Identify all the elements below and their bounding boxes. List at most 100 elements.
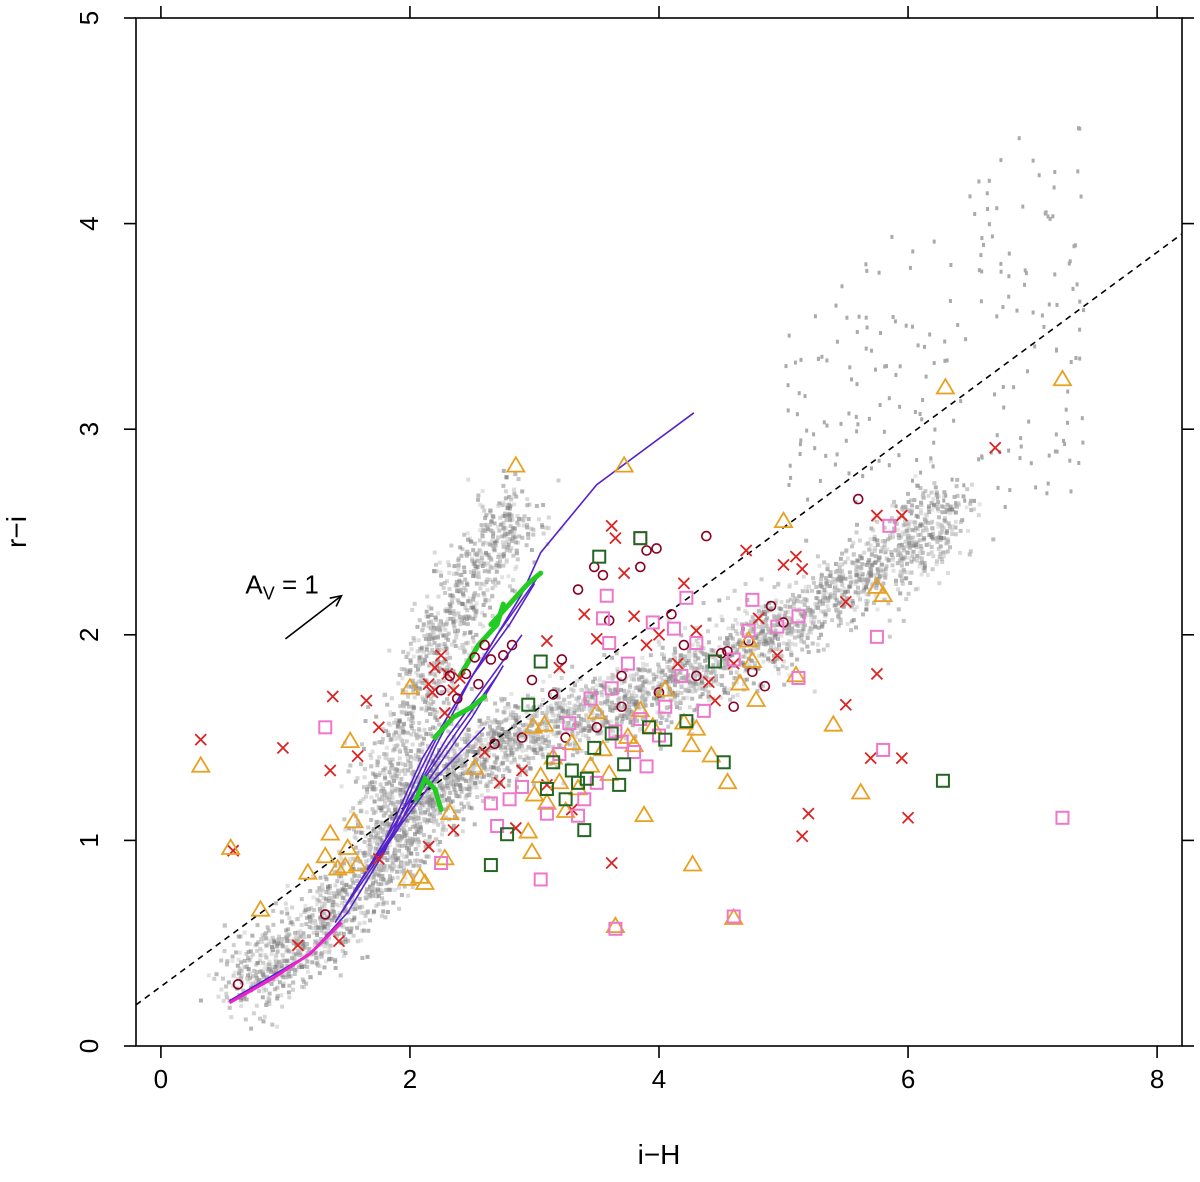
density-cell [409, 647, 414, 652]
density-cell [419, 858, 423, 863]
density-cell [864, 562, 869, 567]
density-cell [812, 620, 817, 625]
density-cell [658, 746, 663, 751]
density-cell [825, 584, 830, 589]
density-cell [216, 994, 221, 999]
density-cell [264, 1000, 269, 1005]
density-cell [838, 621, 843, 626]
density-cell [419, 829, 424, 833]
density-cell [387, 824, 392, 829]
density-cell [656, 639, 661, 644]
density-cell [338, 892, 343, 897]
density-cell [352, 827, 356, 832]
density-cell [355, 925, 360, 930]
density-cell [749, 625, 754, 630]
density-cell [675, 693, 680, 698]
density-cell [618, 687, 623, 692]
density-cell [479, 754, 484, 759]
density-cell [352, 915, 357, 920]
density-cell [718, 636, 722, 641]
density-cell [619, 720, 624, 725]
density-cell [484, 720, 489, 725]
density-cell [434, 803, 439, 808]
density-cell [507, 517, 512, 522]
density-cell [479, 721, 484, 726]
density-cell [905, 536, 910, 541]
density-cell [494, 756, 499, 761]
density-cell [777, 647, 781, 652]
density-cell-sparse [1019, 436, 1023, 441]
density-cell [460, 776, 465, 781]
density-cell [513, 567, 518, 571]
density-cell [400, 768, 405, 773]
density-cell [823, 609, 828, 614]
density-cell [505, 503, 510, 508]
density-cell [683, 654, 688, 659]
density-cell [484, 743, 489, 748]
density-cell [904, 520, 909, 525]
density-cell [717, 645, 722, 649]
density-cell [929, 490, 934, 495]
density-cell [886, 601, 891, 606]
density-cell [373, 846, 378, 851]
density-cell [892, 526, 897, 531]
density-cell [921, 537, 926, 542]
density-cell [344, 918, 349, 923]
density-cell [961, 494, 966, 499]
density-cell [896, 533, 901, 537]
density-cell [400, 788, 405, 793]
density-cell [824, 581, 829, 586]
density-cell [440, 741, 445, 746]
density-cell [585, 694, 590, 699]
density-cell [317, 859, 322, 864]
density-cell [614, 721, 619, 726]
density-cell [580, 706, 585, 711]
cross-marker [478, 745, 491, 759]
density-cell [776, 671, 781, 676]
density-cell [584, 684, 588, 689]
density-cell-sparse [911, 478, 914, 483]
density-cell [565, 728, 570, 733]
model-tracks-layer [228, 412, 695, 1005]
density-cell [491, 534, 495, 539]
density-cell [837, 574, 842, 579]
density-cell [857, 538, 862, 543]
cross-marker [740, 544, 753, 557]
density-cell [462, 570, 467, 574]
density-cell [906, 500, 911, 504]
circle-marker [516, 732, 528, 743]
density-cell [448, 593, 453, 598]
density-cell [540, 752, 545, 757]
density-cell [410, 742, 415, 747]
density-cell [404, 781, 409, 786]
density-cell [509, 546, 514, 551]
cross-marker [422, 840, 435, 853]
density-cell-sparse [874, 367, 877, 372]
density-cell [900, 560, 905, 565]
density-cell [657, 642, 662, 647]
density-cell-sparse [995, 314, 999, 319]
density-cell [470, 778, 475, 783]
density-cell [466, 537, 470, 542]
density-cell-sparse [1078, 327, 1082, 332]
density-cell-sparse [870, 348, 873, 353]
density-cell [362, 775, 367, 780]
density-cell [510, 539, 514, 544]
density-cell [413, 663, 418, 668]
density-cell [224, 984, 229, 989]
density-cell [661, 696, 666, 701]
density-cell [277, 965, 282, 970]
density-cell [819, 577, 824, 582]
density-cell [507, 705, 512, 710]
density-cell [815, 554, 820, 559]
density-cell [693, 653, 698, 658]
density-cell [467, 614, 472, 619]
density-cell [430, 774, 435, 779]
density-cell [362, 853, 367, 857]
density-cell [313, 939, 318, 944]
density-cell [938, 538, 943, 543]
density-cell [495, 524, 500, 529]
density-cell [642, 703, 647, 708]
density-cell [393, 808, 397, 813]
density-cell [556, 713, 561, 718]
